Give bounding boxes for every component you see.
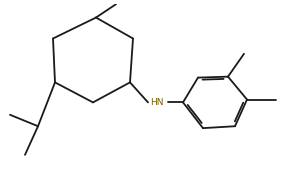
Text: HN: HN [150,98,164,107]
